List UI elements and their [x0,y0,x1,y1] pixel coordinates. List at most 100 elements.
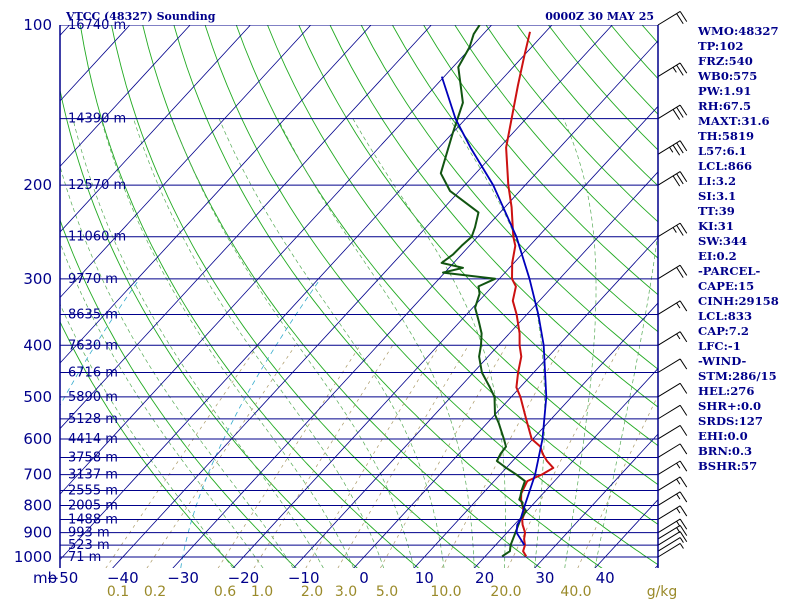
dry-adiabat [329,25,658,408]
pressure-tick-500: 500 [23,388,52,406]
isotherm [232,105,658,568]
isotherm [353,236,658,568]
height-label-600: 4414 m [68,432,118,447]
height-label-400: 7630 m [68,338,118,353]
mixing-ratio-tick: 2.0 [301,584,323,600]
height-label-350: 8635 m [68,307,118,322]
index-item: SI:3.1 [698,189,737,203]
wind-barb-flag [679,331,688,343]
temperature-tick: 0 [359,569,369,587]
wind-barb-staff [657,505,681,520]
wind-barb-flag [676,225,684,236]
isotherm [60,25,553,561]
index-item: RH:67.5 [698,99,752,113]
mixing-ratio-line [577,394,658,568]
mixing-ratio-tick: 0.6 [214,584,236,600]
wind-barb-flag [676,173,684,185]
wind-barb-flag [676,507,681,514]
height-label-200: 12570 m [68,178,126,193]
index-item: LI:3.2 [698,174,737,188]
wind-barb-flag [679,518,688,530]
temperature-tick: −40 [107,569,139,587]
wind-barb-flag [676,462,681,469]
index-item: WB0:575 [698,69,758,83]
index-item: -WIND- [698,354,747,368]
height-label-100: 16740 m [68,18,126,33]
temperature-tick: −50 [47,569,79,587]
wind-barb-staff [657,62,681,77]
wind-barb-flag [676,142,684,154]
height-label-150: 14390 m [68,112,126,127]
isotherm [60,25,492,495]
wind-barb-staff [657,104,681,120]
height-label-450: 6716 m [68,366,118,381]
wind-barb-flag [676,493,681,500]
dewpoint-trace [439,25,528,558]
wind-barb-flag [679,476,688,488]
dry-adiabat [423,25,658,296]
wind-barb-flag [672,144,681,156]
index-item: L57:6.1 [698,144,747,158]
index-item: MAXT:31.6 [698,114,770,128]
wind-barb-flag [669,146,674,153]
wind-barb-flag [679,11,688,22]
isotherm [60,25,372,364]
index-item: SRDS:127 [698,414,763,428]
wind-barb-staff [657,460,681,476]
grid-layer [60,25,658,568]
height-label-950: 523 m [68,538,110,553]
wind-barb-staff [657,542,681,558]
isotherm [534,433,658,568]
height-label-850: 1488 m [68,512,118,527]
mixing-ratio-tick: 0.1 [107,584,129,600]
wind-barb-flag [679,382,688,394]
height-label-750: 2555 m [68,484,118,499]
humidity-curve [180,278,321,568]
moist-adiabat [60,241,264,568]
index-item: CAP:7.2 [698,324,749,338]
mixing-ratio-tick: 10.0 [430,584,461,600]
isotherm [60,25,312,299]
dry-adiabat [60,320,236,568]
moist-adiabat [218,118,445,568]
wind-barb-flag [679,358,688,370]
moist-adiabat [352,118,506,568]
index-item: SHR+:0.0 [698,399,762,413]
index-item: KI:31 [698,219,734,233]
mixing-ratio-line [337,345,469,568]
wind-barb-flag [679,537,684,543]
isotherm [413,302,658,568]
wind-barb-staff [657,382,681,398]
temperature-tick: 30 [535,569,554,587]
wind-barb-flag [672,175,681,187]
wind-barb-flag [672,67,677,73]
wind-barb-flag [679,104,688,116]
index-item: TT:39 [698,204,735,218]
dry-adiabat [454,25,658,259]
dry-adiabat [392,25,658,333]
pressure-tick-300: 300 [23,270,52,288]
temperature-trace [505,31,555,557]
height-label-650: 3758 m [68,450,118,465]
height-label-250: 11060 m [68,230,126,245]
sounding-time: 0000Z 30 MAY 25 [545,10,654,23]
pressure-tick-200: 200 [23,176,52,194]
dry-adiabat [79,25,419,568]
dry-adiabat [173,25,603,568]
wind-barb-flag [679,62,688,74]
index-item: EI:0.2 [698,249,737,263]
index-item: HEL:276 [698,384,755,398]
mixing-ratio-tick: 40.0 [560,584,591,600]
height-label-800: 2005 m [68,498,118,513]
isotherm [60,25,191,168]
pressure-tick-900: 900 [23,524,52,542]
wind-barb-staff [657,531,681,546]
index-item: LCL:866 [698,159,753,173]
wind-barb-staff [657,10,681,26]
index-item: TP:102 [698,39,744,53]
humidity-curve [60,278,140,407]
wind-barb-flag [679,505,688,517]
wind-barb-staff [657,424,681,440]
dry-adiabat [111,25,481,568]
index-item: CINH:29158 [698,294,779,308]
